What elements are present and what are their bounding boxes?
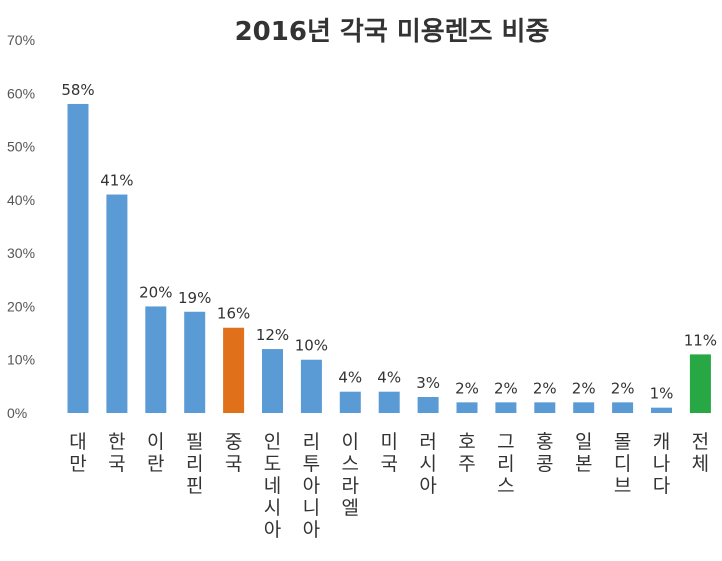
- data-label: 2%: [533, 379, 557, 397]
- bar: [612, 402, 634, 413]
- data-label: 58%: [61, 81, 94, 99]
- bar: [67, 103, 89, 413]
- data-label: 12%: [256, 326, 289, 344]
- bar: [300, 359, 322, 413]
- bar: [495, 402, 517, 413]
- category-labels: 대 만 한 국 이 란 필 리 핀 중 국 인 도 네 시 아 리 투 아 니 아 이 스 라 엘 미 국 러 시 아 호 주 그 리 스 홍 콩 일 본 몰…: [69, 431, 709, 541]
- y-axis: 0% 10% 20% 30% 40% 50% 60% 70%: [7, 32, 35, 421]
- data-label: 2%: [494, 379, 518, 397]
- y-tick-label: 60%: [7, 85, 35, 101]
- data-label: 41%: [100, 172, 133, 190]
- bar: [689, 354, 711, 413]
- y-tick-label: 0%: [7, 405, 27, 421]
- bar: [145, 306, 167, 413]
- data-label: 10%: [295, 337, 328, 355]
- bar: [573, 402, 595, 413]
- y-tick-label: 50%: [7, 139, 35, 155]
- bar: [339, 391, 361, 413]
- bar: [262, 349, 283, 413]
- data-label: 20%: [139, 283, 172, 301]
- data-labels: 58% 41% 20% 19% 16% 12% 10% 4% 4% 3% 2% 2% 2% 2% 2% 1% 1…: [61, 81, 717, 403]
- bar: [456, 402, 478, 413]
- data-label: 2%: [611, 379, 635, 397]
- bar: [534, 402, 556, 413]
- y-tick-label: 40%: [7, 192, 35, 208]
- data-label: 4%: [377, 369, 401, 387]
- data-label: 16%: [217, 305, 250, 323]
- bar: [106, 194, 128, 413]
- bar: [651, 407, 672, 413]
- data-label: 3%: [416, 374, 440, 392]
- bar: [223, 327, 245, 413]
- y-tick-label: 30%: [7, 245, 35, 261]
- data-label: 4%: [338, 369, 362, 387]
- data-label: 19%: [178, 289, 211, 307]
- bar: [378, 391, 400, 413]
- y-tick-label: 10%: [7, 352, 35, 368]
- chart-title: 2016년 각국 미용렌즈 비중: [235, 17, 550, 47]
- data-label: 2%: [572, 379, 596, 397]
- data-label: 11%: [684, 331, 717, 349]
- bar: [184, 311, 206, 413]
- y-tick-label: 20%: [7, 298, 35, 314]
- bars: [67, 103, 711, 413]
- data-label: 2%: [455, 379, 479, 397]
- data-label: 1%: [650, 385, 674, 403]
- bar: [417, 397, 439, 413]
- y-tick-label: 70%: [7, 32, 35, 48]
